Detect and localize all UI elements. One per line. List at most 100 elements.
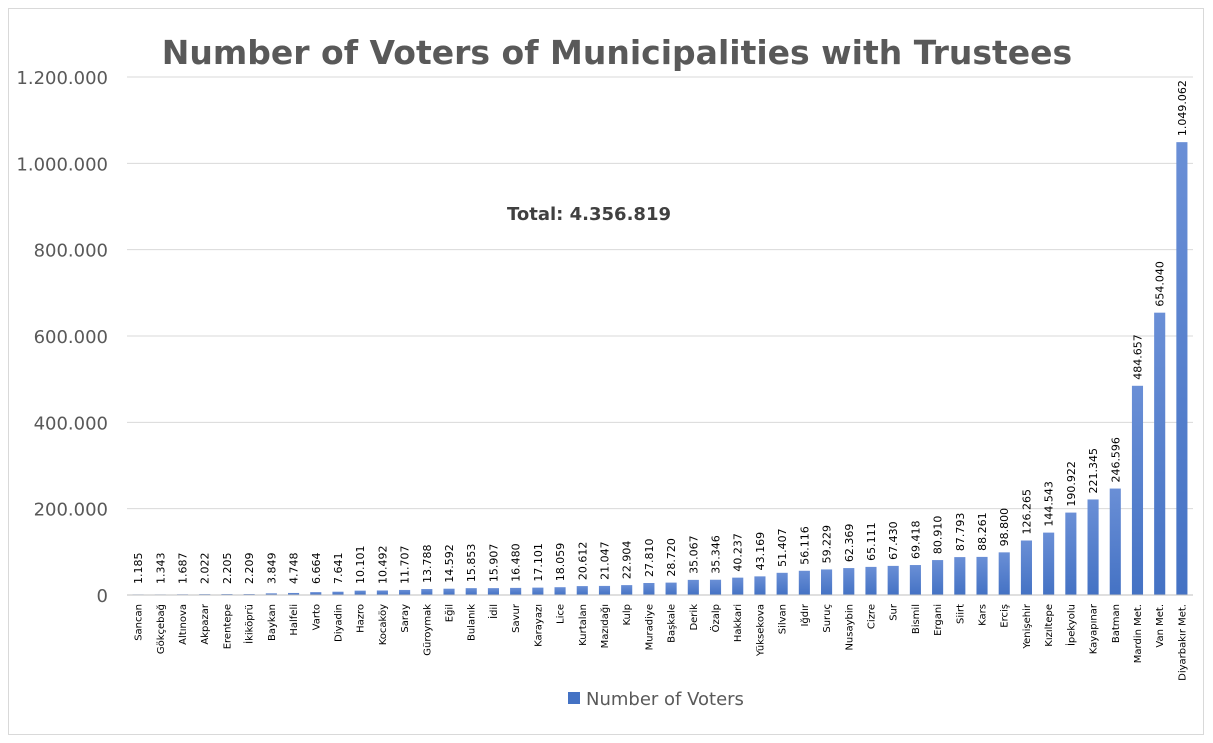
bar xyxy=(954,557,966,595)
x-tick-label: Başkale xyxy=(667,604,678,643)
data-label: 98.800 xyxy=(998,508,1011,547)
data-label: 3.849 xyxy=(265,553,278,585)
data-label: 1.185 xyxy=(132,553,145,585)
bar xyxy=(776,572,788,595)
bar xyxy=(821,569,833,595)
x-tick-label: Gökçebağ xyxy=(155,604,167,654)
data-label: 654.040 xyxy=(1154,261,1167,307)
x-tick-label: Kocaköy xyxy=(378,604,389,645)
data-label: 87.793 xyxy=(954,513,967,552)
data-label: 21.047 xyxy=(598,541,611,580)
x-tick-label: İkiköprü xyxy=(243,604,256,644)
bar xyxy=(532,587,544,595)
gridlines xyxy=(127,76,1193,510)
data-label: 11.707 xyxy=(399,545,412,584)
x-tick-label: Suruç xyxy=(822,604,833,633)
data-label: 40.237 xyxy=(732,533,745,572)
bar xyxy=(998,552,1010,595)
x-tick-label: Kars xyxy=(978,604,989,626)
x-tick-label: Güroymak xyxy=(422,604,433,656)
x-tick-label: Erentepe xyxy=(222,604,233,649)
x-tick-label: Yüksekova xyxy=(755,604,766,657)
bar xyxy=(399,589,411,595)
bar xyxy=(1154,312,1166,595)
bar xyxy=(932,560,944,595)
data-label: 2.022 xyxy=(199,553,212,585)
data-label: 51.407 xyxy=(776,528,789,567)
x-tick-label: Derik xyxy=(689,604,700,631)
data-label: 126.265 xyxy=(1020,489,1033,535)
data-label: 22.904 xyxy=(621,541,634,580)
data-labels: 1.185 1.343 1.687 2.022 2.205 2.209 3.849 4.748… xyxy=(132,80,1189,584)
x-tick-label: Eğil xyxy=(444,604,456,622)
data-label: 4.748 xyxy=(288,553,301,585)
x-tick-label: Muradiye xyxy=(644,604,655,650)
x-tick-label: İpekyolu xyxy=(1064,604,1077,646)
y-tick-label: 1.000.000 xyxy=(16,154,108,175)
x-tick-label: Diyadin xyxy=(333,604,344,642)
total-annotation: Total: 4.356.819 xyxy=(507,204,671,225)
x-tick-label: Nusaybin xyxy=(844,604,855,651)
bar xyxy=(665,582,677,595)
data-label: 43.169 xyxy=(754,532,767,571)
data-label: 7.641 xyxy=(332,553,345,585)
bar xyxy=(909,565,921,595)
x-tick-label: Saray xyxy=(400,604,411,633)
bar xyxy=(421,589,433,595)
data-label: 28.720 xyxy=(665,538,678,577)
x-tick-label: Bismil xyxy=(911,604,922,634)
data-label: 15.907 xyxy=(487,544,500,583)
x-tick-label: Mazıdağı xyxy=(599,604,611,648)
bar xyxy=(732,577,744,595)
bars xyxy=(132,142,1188,595)
bar xyxy=(1109,488,1121,595)
x-tick-label: İdil xyxy=(487,604,500,619)
bar xyxy=(265,593,277,595)
y-axis-ticks: 0 200.000 400.000 600.000 800.000 1.000.000 1.… xyxy=(16,68,108,607)
x-tick-label: Sancan xyxy=(134,604,145,641)
bar xyxy=(1131,385,1144,595)
data-label: 2.205 xyxy=(221,553,234,585)
x-tick-label: Özalp xyxy=(709,604,722,632)
chart-frame xyxy=(8,8,1204,735)
x-tick-label: Van Met. xyxy=(1155,604,1166,648)
data-label: 1.049.062 xyxy=(1176,80,1189,136)
bar xyxy=(332,591,344,595)
chart-title: Number of Voters of Municipalities with … xyxy=(162,33,1072,72)
x-tick-label: Bulanık xyxy=(467,604,478,641)
data-label: 1.687 xyxy=(177,553,190,585)
bar xyxy=(1043,532,1055,595)
x-tick-label: Halfeli xyxy=(289,604,300,636)
data-label: 221.345 xyxy=(1087,448,1100,494)
data-label: 17.101 xyxy=(532,543,545,582)
data-label: 59.229 xyxy=(821,525,834,564)
x-tick-label: Savur xyxy=(511,603,522,633)
data-label: 56.116 xyxy=(798,526,811,565)
bar xyxy=(554,587,566,595)
bar xyxy=(643,582,655,595)
bar xyxy=(887,565,899,595)
x-tick-label: Sur xyxy=(889,603,900,621)
x-tick-label: Yenişehir xyxy=(1022,603,1033,650)
legend-swatch xyxy=(568,692,580,704)
legend-label: Number of Voters xyxy=(586,689,744,710)
data-label: 1.343 xyxy=(154,553,167,585)
bar xyxy=(1065,512,1077,595)
data-label: 144.543 xyxy=(1043,481,1056,527)
x-tick-label: Kulp xyxy=(622,604,633,626)
x-tick-label: Kayapınar xyxy=(1089,603,1100,654)
bar xyxy=(310,592,322,595)
data-label: 35.346 xyxy=(710,535,723,574)
data-label: 10.492 xyxy=(376,546,389,585)
data-label: 18.059 xyxy=(554,543,567,582)
x-tick-label: Siirt xyxy=(955,604,966,624)
legend: Number of Voters xyxy=(568,689,744,710)
data-label: 14.592 xyxy=(443,544,456,583)
x-tick-label: Erciş xyxy=(1000,604,1011,628)
x-tick-label: Cizre xyxy=(866,604,877,629)
bar xyxy=(1020,540,1032,595)
x-tick-label: Kurtalan xyxy=(578,604,589,646)
bar xyxy=(798,570,810,595)
data-label: 88.261 xyxy=(976,512,989,550)
